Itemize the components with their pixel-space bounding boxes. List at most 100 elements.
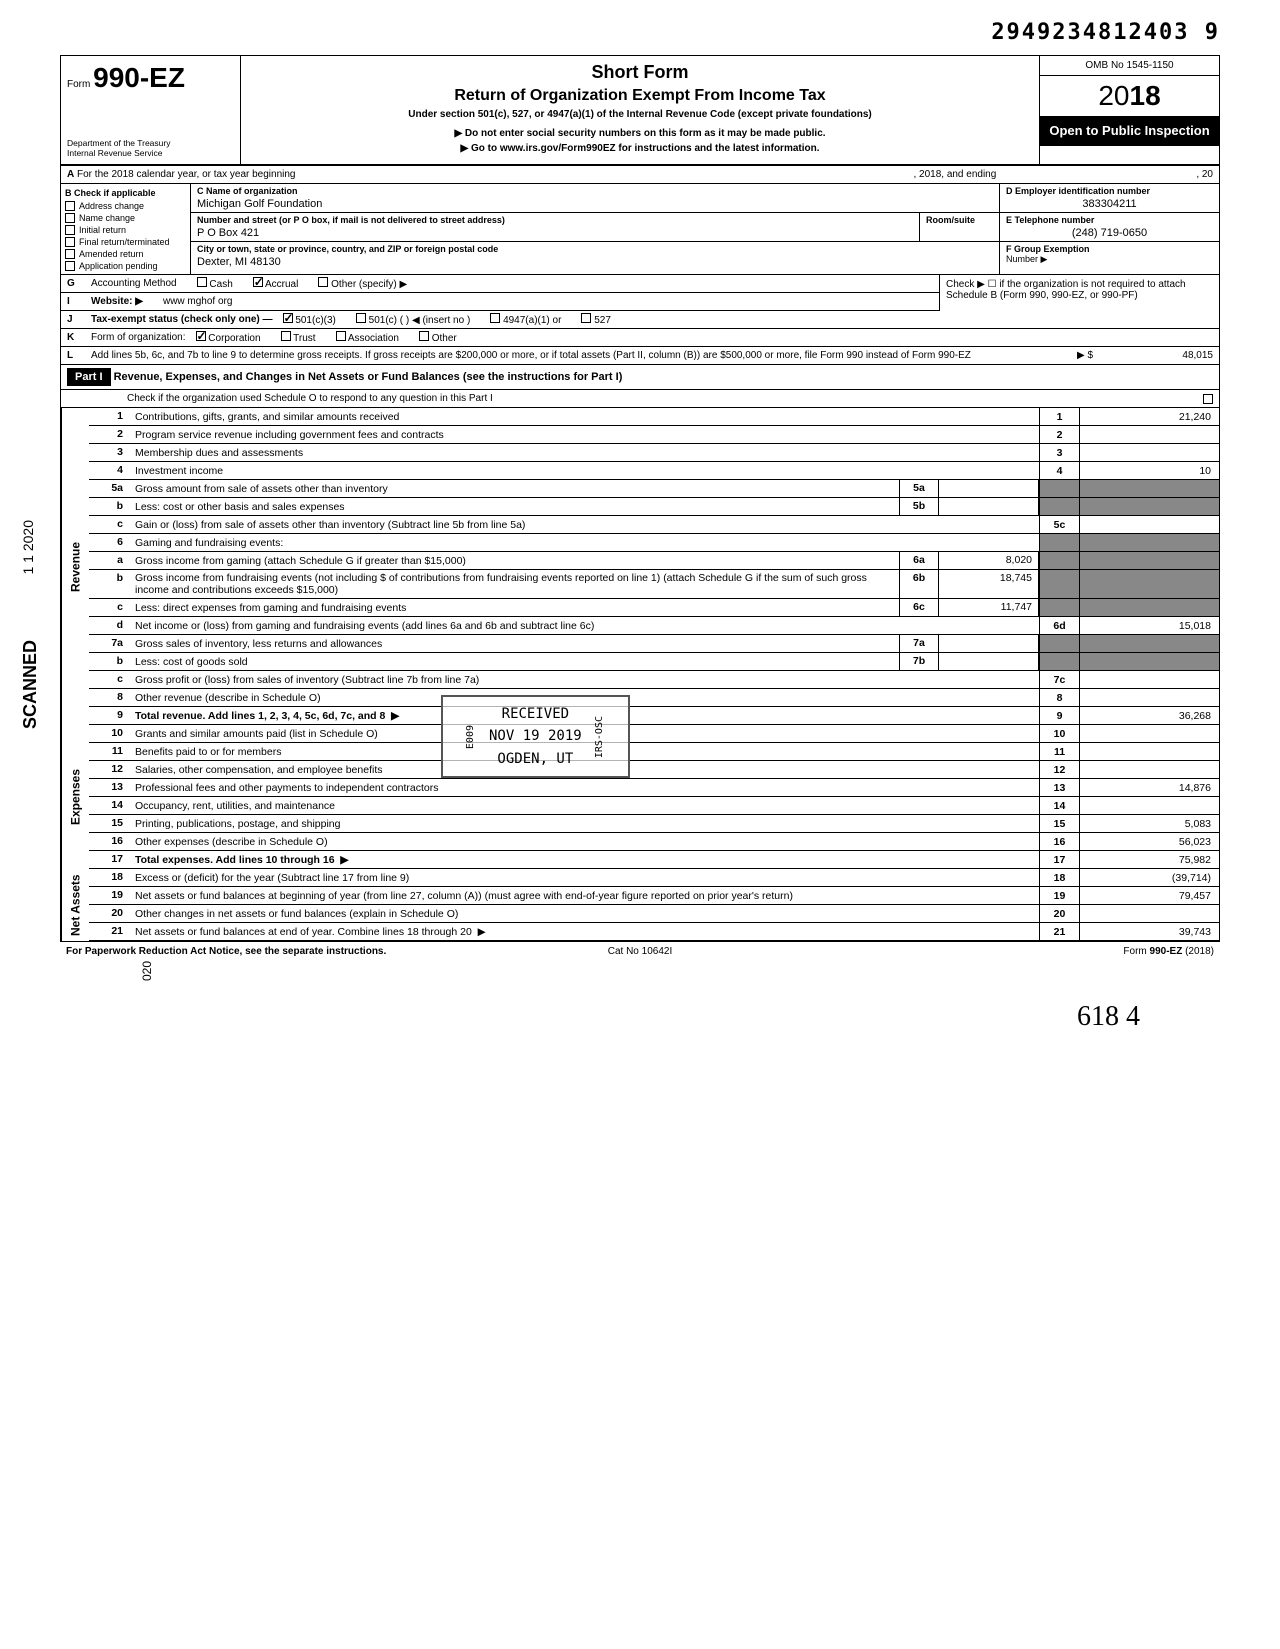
data-row: 15Printing, publications, postage, and s…: [89, 815, 1219, 833]
line-desc: Program service revenue including govern…: [129, 426, 1039, 443]
col-val: 36,268: [1079, 707, 1219, 724]
checkbox[interactable]: [356, 313, 366, 323]
line-l-label: L: [67, 350, 81, 361]
line-num: c: [89, 671, 129, 688]
data-row: 12Salaries, other compensation, and empl…: [89, 761, 1219, 779]
col-val: (39,714): [1079, 869, 1219, 886]
line-num: 12: [89, 761, 129, 778]
checkbox[interactable]: [65, 213, 75, 223]
checkbox[interactable]: [253, 277, 263, 287]
checkbox[interactable]: [65, 261, 75, 271]
col-val: [1079, 743, 1219, 760]
col-val: 39,743: [1079, 923, 1219, 940]
note-website: ▶ Go to www.irs.gov/Form990EZ for instru…: [251, 143, 1029, 154]
line-num: 18: [89, 869, 129, 886]
line-l-arrow: ▶ $: [1077, 350, 1093, 361]
line-desc: Other changes in net assets or fund bala…: [129, 905, 1039, 922]
checkbox[interactable]: [318, 277, 328, 287]
data-row: bLess: cost of goods sold7b: [89, 653, 1219, 671]
form-container: Form 990-EZ Department of the Treasury I…: [60, 55, 1220, 942]
data-row: 1Contributions, gifts, grants, and simil…: [89, 408, 1219, 426]
opt-label: 501(c)(3): [295, 315, 336, 326]
ein-label: D Employer identification number: [1006, 186, 1213, 196]
checkbox[interactable]: [490, 313, 500, 323]
col-val: 15,018: [1079, 617, 1219, 634]
line-g: G Accounting Method Cash Accrual Other (…: [61, 275, 939, 293]
ein-value: 383304211: [1006, 196, 1213, 210]
checkbox-label: Name change: [79, 213, 135, 223]
checkbox[interactable]: [283, 313, 293, 323]
data-row: cGross profit or (loss) from sales of in…: [89, 671, 1219, 689]
col-num: 11: [1039, 743, 1079, 760]
row-a-end: , 20: [1196, 169, 1213, 180]
col-num: 19: [1039, 887, 1079, 904]
line-num: 21: [89, 923, 129, 940]
col-val: 5,083: [1079, 815, 1219, 832]
inner-val: 8,020: [939, 552, 1039, 569]
line-desc: Gross sales of inventory, less returns a…: [129, 635, 899, 652]
line-desc: Contributions, gifts, grants, and simila…: [129, 408, 1039, 425]
expenses-section: Expenses 10Grants and similar amounts pa…: [61, 725, 1219, 869]
col-num: 16: [1039, 833, 1079, 850]
col-num: 18: [1039, 869, 1079, 886]
omb-number: OMB No 1545-1150: [1040, 56, 1219, 76]
line-desc: Other revenue (describe in Schedule O): [129, 689, 1039, 706]
col-val: 56,023: [1079, 833, 1219, 850]
checkbox-line: Initial return: [63, 224, 188, 236]
department-text: Department of the Treasury Internal Reve…: [67, 138, 234, 158]
row-a-text: For the 2018 calendar year, or tax year …: [77, 169, 295, 180]
part1-checkbox[interactable]: [1203, 394, 1213, 404]
col-num: 12: [1039, 761, 1079, 778]
data-row: 19Net assets or fund balances at beginni…: [89, 887, 1219, 905]
form-number: Form 990-EZ: [67, 62, 234, 94]
line-i: I Website: ▶ www mghof org: [61, 293, 939, 311]
checkbox[interactable]: [65, 249, 75, 259]
title-short-form: Short Form: [251, 62, 1029, 83]
line-desc: Professional fees and other payments to …: [129, 779, 1039, 796]
line-num: 13: [89, 779, 129, 796]
col-val-shaded: [1079, 480, 1219, 497]
phone-value: (248) 719-0650: [1006, 225, 1213, 239]
checkbox-line: Name change: [63, 212, 188, 224]
line-desc: Net assets or fund balances at beginning…: [129, 887, 1039, 904]
inner-num: 7b: [899, 653, 939, 670]
checkbox[interactable]: [65, 201, 75, 211]
checkbox[interactable]: [336, 331, 346, 341]
data-row: 9Total revenue. Add lines 1, 2, 3, 4, 5c…: [89, 707, 1219, 725]
org-name: Michigan Golf Foundation: [197, 196, 993, 210]
line-g-text: Accounting Method: [91, 278, 177, 289]
line-h: Check ▶ ☐ if the organization is not req…: [939, 275, 1219, 311]
tax-year: 2018: [1040, 76, 1219, 117]
line-desc: Grants and similar amounts paid (list in…: [129, 725, 1039, 742]
line-num: 16: [89, 833, 129, 850]
data-row: 21Net assets or fund balances at end of …: [89, 923, 1219, 941]
form-number-big: 990-EZ: [93, 62, 185, 93]
col-num-shaded: [1039, 599, 1079, 616]
line-num: 11: [89, 743, 129, 760]
open-public: Open to Public Inspection: [1040, 117, 1219, 146]
line-desc: Printing, publications, postage, and shi…: [129, 815, 1039, 832]
checkbox[interactable]: [65, 225, 75, 235]
col-val: [1079, 761, 1219, 778]
line-j: J Tax-exempt status (check only one) — 5…: [61, 311, 1219, 329]
checkbox[interactable]: [65, 237, 75, 247]
col-val: [1079, 725, 1219, 742]
opt-label: Corporation: [208, 333, 260, 344]
part1-checkline: Check if the organization used Schedule …: [61, 390, 1219, 408]
checkbox[interactable]: [281, 331, 291, 341]
data-row: cLess: direct expenses from gaming and f…: [89, 599, 1219, 617]
checkbox[interactable]: [419, 331, 429, 341]
col-num-shaded: [1039, 570, 1079, 598]
col-num: 7c: [1039, 671, 1079, 688]
opt-label: Association: [348, 333, 399, 344]
col-num: 10: [1039, 725, 1079, 742]
footer-right: Form 990-EZ (2018): [831, 946, 1214, 957]
data-row: dNet income or (loss) from gaming and fu…: [89, 617, 1219, 635]
checkbox[interactable]: [581, 313, 591, 323]
col-num: 14: [1039, 797, 1079, 814]
checkbox[interactable]: [196, 331, 206, 341]
line-i-value: www mghof org: [163, 296, 232, 307]
checkbox[interactable]: [197, 277, 207, 287]
page-number-stamp: 2949234812403 9: [60, 20, 1220, 45]
line-l-text: Add lines 5b, 6c, and 7b to line 9 to de…: [91, 350, 1057, 361]
